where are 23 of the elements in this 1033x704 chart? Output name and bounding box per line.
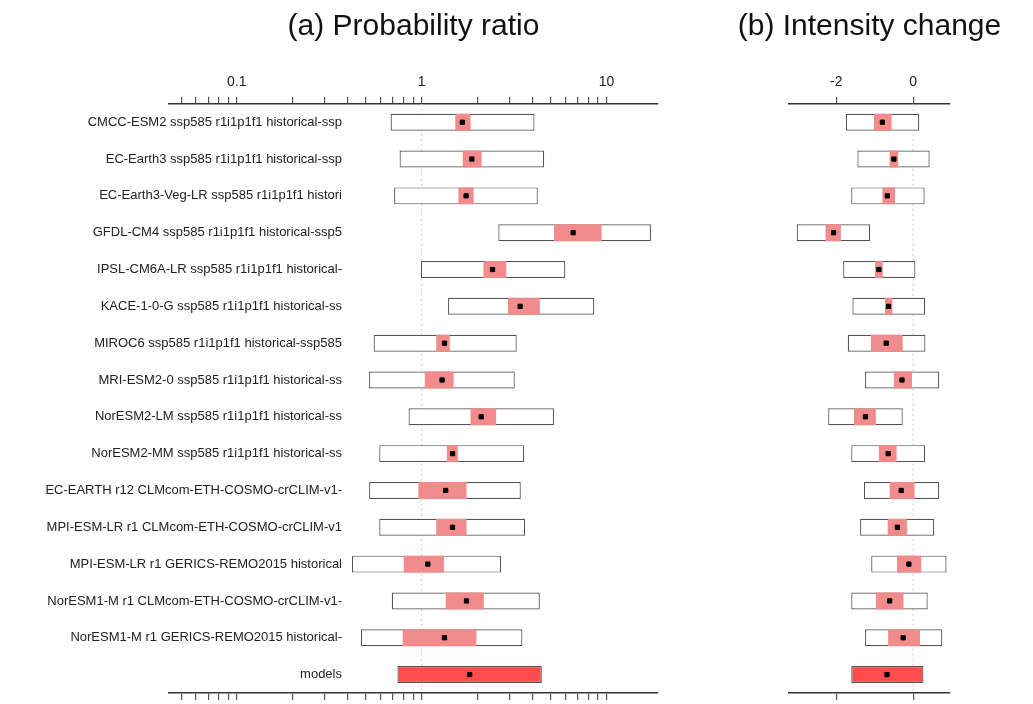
y-tick-label: GFDL-CM4 ssp585 r1i1p1f1 historical-ssp5 [92,224,342,240]
y-tick-label: CMCC-ESM2 ssp585 r1i1p1f1 historical-ssp [87,113,342,129]
chart-title: (b) Intensity change [736,8,1003,42]
chart-title: (a) Probability ratio [286,8,541,42]
x-tick-label: -2 [830,73,843,90]
y-tick-label: MRI-ESM2-0 ssp585 r1i1p1f1 historical-ss [98,371,343,387]
y-tick-label: MPI-ESM-LR r1 CLMcom-ETH-COSMO-crCLIM-v1 [46,518,342,534]
y-tick-label: NorESM2-LM ssp585 r1i1p1f1 historical-ss [94,408,343,424]
y-tick-label: models [300,666,343,682]
y-tick-label: KACE-1-0-G ssp585 r1i1p1f1 historical-ss [100,297,343,313]
y-tick-label: NorESM1-M r1 CLMcom-ETH-COSMO-crCLIM-v1- [47,592,342,608]
y-tick-label: NorESM2-MM ssp585 r1i1p1f1 historical-ss [91,445,343,461]
x-tick-label: 0.1 [227,73,247,90]
x-tick-label: 1 [417,73,426,90]
y-tick-label: MIROC6 ssp585 r1i1p1f1 historical-ssp585 [94,334,342,350]
y-tick-label: NorESM1-M r1 GERICS-REMO2015 historical- [70,629,342,645]
x-tick-label: 0 [909,73,918,90]
x-tick-label: 10 [598,73,615,90]
y-tick-label: EC-Earth3-Veg-LR ssp585 r1i1p1f1 histori [99,187,343,203]
y-tick-label: IPSL-CM6A-LR ssp585 r1i1p1f1 historical- [97,261,342,277]
y-tick-label: EC-Earth3 ssp585 r1i1p1f1 historical-ssp [105,150,342,166]
y-tick-label: MPI-ESM-LR r1 GERICS-REMO2015 historical [69,555,343,571]
y-tick-label: EC-EARTH r12 CLMcom-ETH-COSMO-crCLIM-v1- [45,482,342,498]
